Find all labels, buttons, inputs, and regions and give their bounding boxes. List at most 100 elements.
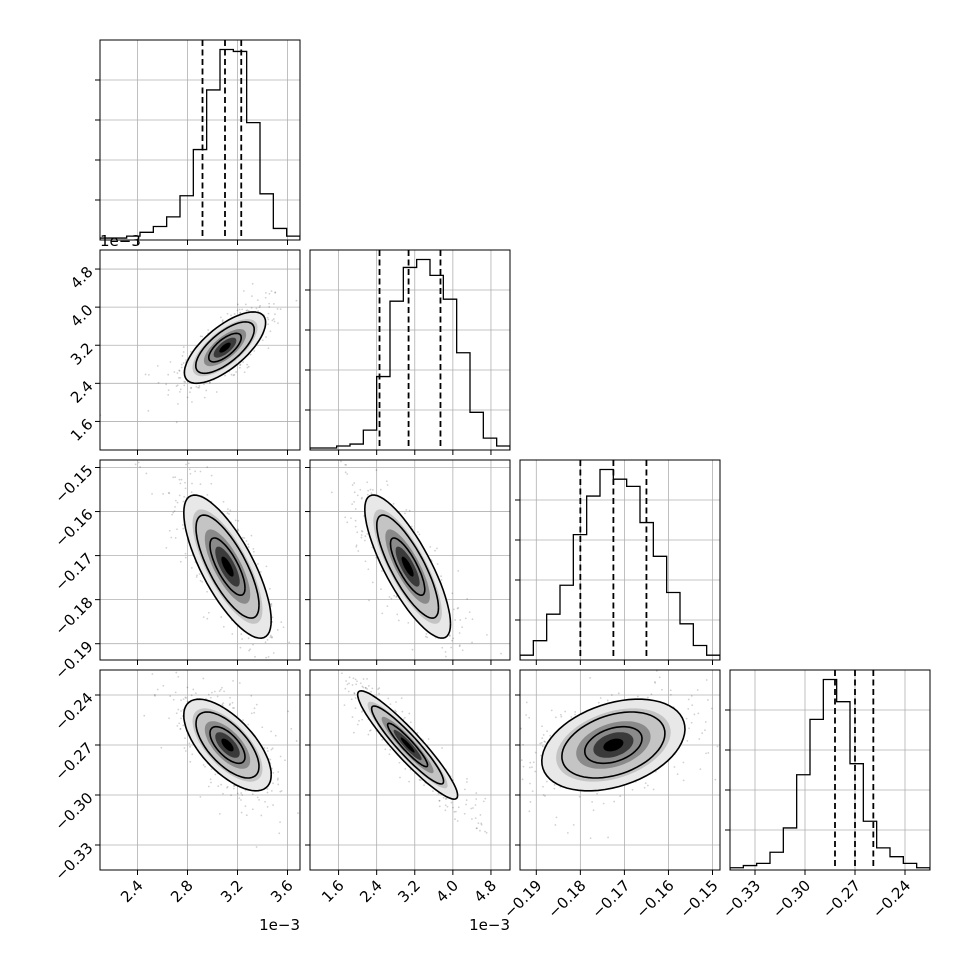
sample-point: [196, 574, 198, 577]
sample-point: [486, 633, 488, 636]
sample-point: [156, 365, 159, 367]
sample-point: [267, 312, 270, 315]
sample-point: [221, 320, 224, 323]
sample-point: [260, 814, 263, 817]
sample-point: [279, 755, 282, 758]
sample-point: [484, 797, 487, 800]
sample-point: [238, 308, 241, 311]
sample-point: [238, 797, 241, 800]
sample-point: [277, 777, 279, 780]
sample-point: [215, 391, 218, 393]
sample-point: [458, 632, 461, 634]
sample-point: [386, 605, 389, 607]
sample-point: [178, 369, 181, 372]
sample-point: [199, 796, 202, 798]
sample-point: [345, 464, 348, 466]
sample-point: [240, 799, 242, 801]
sample-point: [247, 543, 250, 546]
sample-point: [240, 792, 243, 794]
sample-point: [252, 550, 255, 553]
sample-point: [356, 723, 359, 726]
sample-point: [178, 370, 181, 372]
sample-point: [704, 729, 706, 732]
sample-point: [229, 703, 231, 705]
sample-point: [184, 737, 186, 740]
sample-point: [184, 481, 186, 484]
sample-point: [356, 494, 359, 497]
sample-point: [276, 778, 279, 781]
sample-point: [334, 657, 336, 659]
histogram-panel-1: [305, 249, 511, 455]
sample-point: [360, 529, 363, 532]
sample-point: [448, 634, 451, 637]
sample-point: [172, 511, 175, 514]
sample-point: [274, 313, 276, 316]
sample-point: [220, 616, 223, 618]
sample-point: [269, 758, 272, 761]
sample-point: [347, 690, 350, 693]
sample-point: [144, 373, 147, 376]
sample-point: [340, 460, 342, 463]
sample-point: [192, 688, 195, 691]
sample-point: [403, 716, 406, 719]
sample-point: [463, 812, 466, 815]
sample-point: [204, 765, 206, 768]
sample-point: [228, 513, 230, 515]
sample-point: [523, 855, 525, 857]
sample-point: [543, 740, 546, 743]
sample-point: [176, 724, 179, 727]
sample-point: [230, 373, 233, 376]
sample-point: [206, 466, 209, 469]
histogram-step-2: [520, 468, 720, 660]
sample-point: [436, 563, 439, 565]
sample-point: [127, 632, 129, 634]
sample-point: [184, 552, 187, 555]
sample-point: [716, 745, 719, 748]
sample-point: [182, 500, 185, 503]
sample-point: [521, 778, 524, 781]
sample-point: [273, 320, 276, 323]
sample-point: [385, 480, 388, 483]
sample-point: [236, 309, 239, 312]
sample-point: [232, 679, 234, 682]
sample-point: [147, 409, 150, 412]
sample-point: [359, 682, 362, 685]
sample-point: [354, 519, 357, 522]
sample-point: [644, 782, 647, 785]
sample-point: [284, 759, 286, 762]
sample-point: [387, 697, 390, 700]
sample-point: [242, 719, 244, 721]
sample-point: [229, 696, 231, 699]
sample-point: [239, 363, 242, 366]
sample-point: [541, 737, 544, 740]
sample-point: [287, 710, 290, 713]
sample-point: [276, 629, 279, 631]
sample-point: [182, 523, 184, 526]
sample-point: [219, 688, 222, 691]
sample-point: [348, 682, 350, 685]
sample-point: [669, 689, 672, 692]
sample-point: [550, 709, 553, 712]
sample-point: [368, 729, 371, 732]
sample-point: [269, 603, 272, 606]
sample-point: [394, 709, 397, 712]
sample-point: [189, 391, 191, 394]
histogram-panel-0: [95, 39, 301, 245]
sample-point: [279, 790, 282, 793]
sample-point: [279, 308, 282, 311]
panel-content: [127, 632, 300, 848]
sample-point: [175, 671, 178, 674]
sample-point: [386, 484, 389, 486]
sample-point: [444, 651, 447, 653]
sample-point: [358, 665, 360, 667]
sample-point: [201, 580, 204, 583]
sample-point: [191, 753, 194, 756]
sample-point: [596, 792, 599, 795]
sample-point: [245, 814, 248, 817]
sample-point: [265, 336, 267, 338]
sample-point: [479, 814, 482, 816]
sample-point: [732, 680, 734, 682]
sample-point: [151, 673, 154, 675]
sample-point: [274, 734, 277, 737]
sample-point: [676, 773, 679, 776]
